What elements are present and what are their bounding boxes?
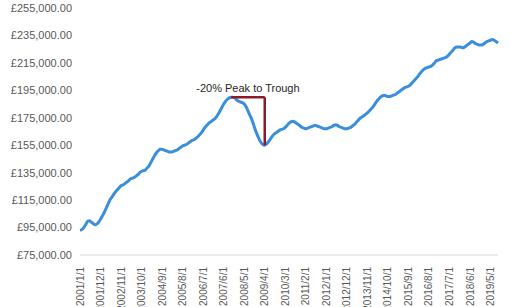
svg-text:£215,000.00: £215,000.00 xyxy=(11,57,72,69)
svg-text:£75,000.00: £75,000.00 xyxy=(17,249,72,261)
svg-text:2008/5/1: 2008/5/1 xyxy=(239,267,250,306)
svg-text:2009/4/1: 2009/4/1 xyxy=(259,267,270,306)
svg-text:2018/6/1: 2018/6/1 xyxy=(465,267,476,306)
svg-text:2013/11/1: 2013/11/1 xyxy=(362,267,373,307)
svg-text:2007/6/1: 2007/6/1 xyxy=(218,267,229,306)
svg-text:£235,000.00: £235,000.00 xyxy=(11,29,72,41)
svg-text:£175,000.00: £175,000.00 xyxy=(11,112,72,124)
svg-text:£115,000.00: £115,000.00 xyxy=(12,194,72,206)
svg-text:£155,000.00: £155,000.00 xyxy=(11,139,72,151)
svg-text:2015/9/1: 2015/9/1 xyxy=(403,267,414,306)
svg-text:2005/8/1: 2005/8/1 xyxy=(177,267,188,306)
svg-text:2006/7/1: 2006/7/1 xyxy=(198,267,209,306)
svg-text:2014/10/1: 2014/10/1 xyxy=(382,267,393,307)
svg-text:2019/5/1: 2019/5/1 xyxy=(485,267,496,306)
svg-text:£195,000.00: £195,000.00 xyxy=(11,84,72,96)
svg-text:2001/1/1: 2001/1/1 xyxy=(75,267,86,306)
svg-text:2002/11/1: 2002/11/1 xyxy=(116,267,127,307)
svg-text:£135,000.00: £135,000.00 xyxy=(11,167,72,179)
svg-text:2010/3/1: 2010/3/1 xyxy=(280,267,291,306)
svg-text:£95,000.00: £95,000.00 xyxy=(17,221,72,233)
svg-text:2001/12/1: 2001/12/1 xyxy=(95,267,106,307)
svg-text:2011/2/1: 2011/2/1 xyxy=(300,267,311,306)
svg-text:£255,000.00: £255,000.00 xyxy=(11,2,72,14)
svg-text:2012/12/1: 2012/12/1 xyxy=(341,267,352,307)
svg-text:2016/8/1: 2016/8/1 xyxy=(423,267,434,306)
svg-text:2003/10/1: 2003/10/1 xyxy=(136,267,147,307)
svg-text:2004/9/1: 2004/9/1 xyxy=(157,267,168,306)
svg-text:2017/7/1: 2017/7/1 xyxy=(444,267,455,306)
svg-text:-20% Peak to Trough: -20% Peak to Trough xyxy=(196,82,299,94)
svg-text:2012/1/1: 2012/1/1 xyxy=(321,267,332,306)
